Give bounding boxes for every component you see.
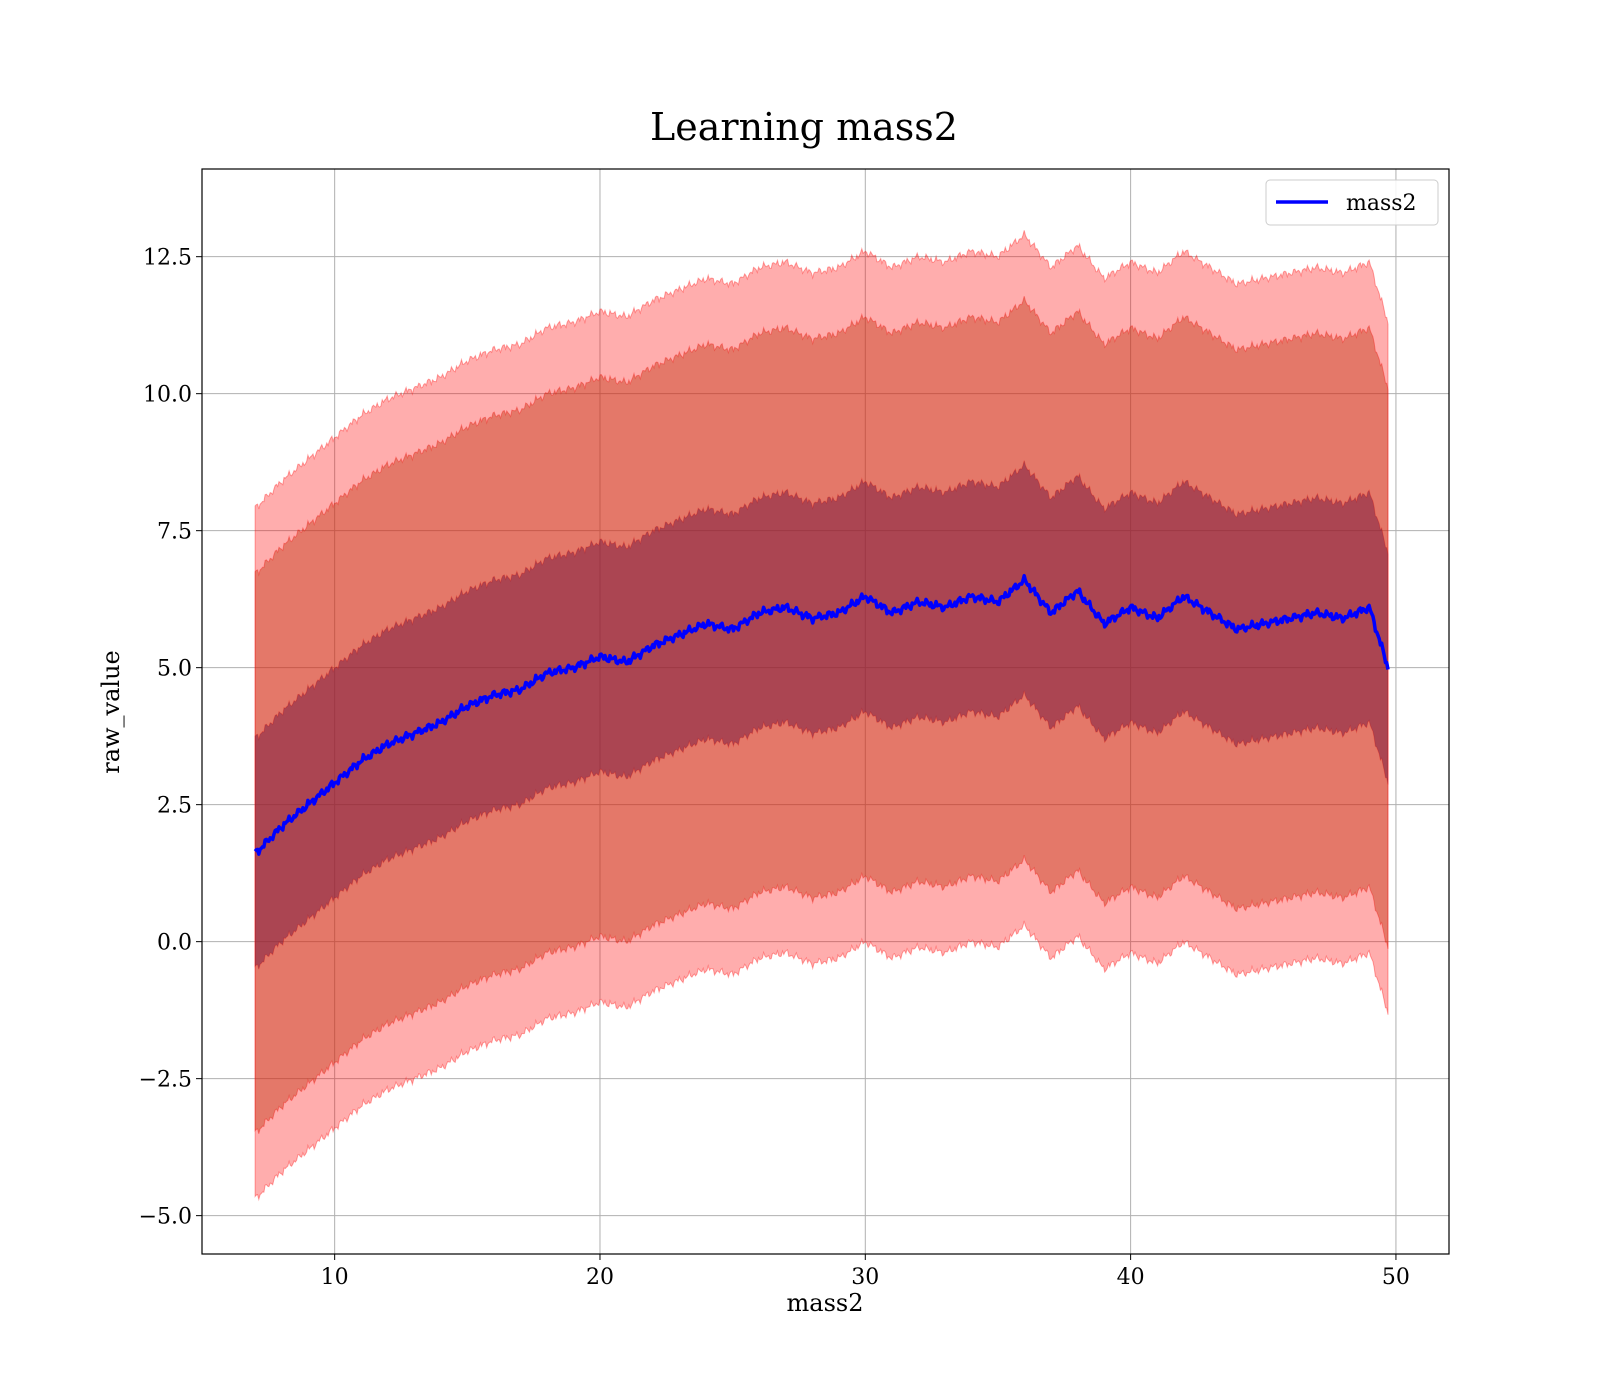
series-lines bbox=[253, 573, 1390, 856]
x-axis-label: mass2 bbox=[787, 1289, 864, 1317]
legend: mass2 bbox=[1265, 179, 1439, 226]
y-tick-label-2: 0.0 bbox=[157, 931, 192, 956]
band-inner-shade bbox=[255, 460, 1389, 970]
y-tick-label-1: −2.5 bbox=[139, 1068, 192, 1093]
x-tick-label-0: 10 bbox=[321, 1265, 349, 1290]
x-axis-ticks: 10 20 30 40 50 bbox=[321, 1254, 1410, 1290]
y-axis-label: raw_value bbox=[97, 650, 125, 774]
legend-label: mass2 bbox=[1346, 191, 1417, 216]
grid bbox=[202, 169, 1449, 1254]
y-tick-label-4: 5.0 bbox=[157, 657, 192, 682]
confidence-bands bbox=[254, 230, 1389, 1202]
chart-title: Learning mass2 bbox=[650, 105, 958, 149]
y-axis-ticks: −5.0 −2.5 0.0 2.5 5.0 7.5 10.0 12.5 bbox=[139, 246, 202, 1230]
band-1sigma bbox=[254, 460, 1389, 970]
x-tick-label-4: 50 bbox=[1382, 1265, 1410, 1290]
y-tick-label-0: −5.0 bbox=[139, 1205, 192, 1230]
band-2sigma bbox=[254, 296, 1389, 1134]
legend-box bbox=[1265, 179, 1439, 226]
x-tick-label-1: 20 bbox=[586, 1265, 614, 1290]
y-tick-label-6: 10.0 bbox=[143, 383, 192, 408]
band-3sigma bbox=[254, 230, 1389, 1202]
y-tick-label-5: 7.5 bbox=[157, 520, 192, 545]
series-line-mass2 bbox=[253, 573, 1390, 856]
y-tick-label-3: 2.5 bbox=[157, 794, 192, 819]
x-tick-label-3: 40 bbox=[1117, 1265, 1145, 1290]
x-tick-label-2: 30 bbox=[851, 1265, 879, 1290]
y-tick-label-7: 12.5 bbox=[143, 246, 192, 271]
band-middle-shade bbox=[255, 296, 1389, 1134]
plot-frame bbox=[201, 168, 1450, 1255]
